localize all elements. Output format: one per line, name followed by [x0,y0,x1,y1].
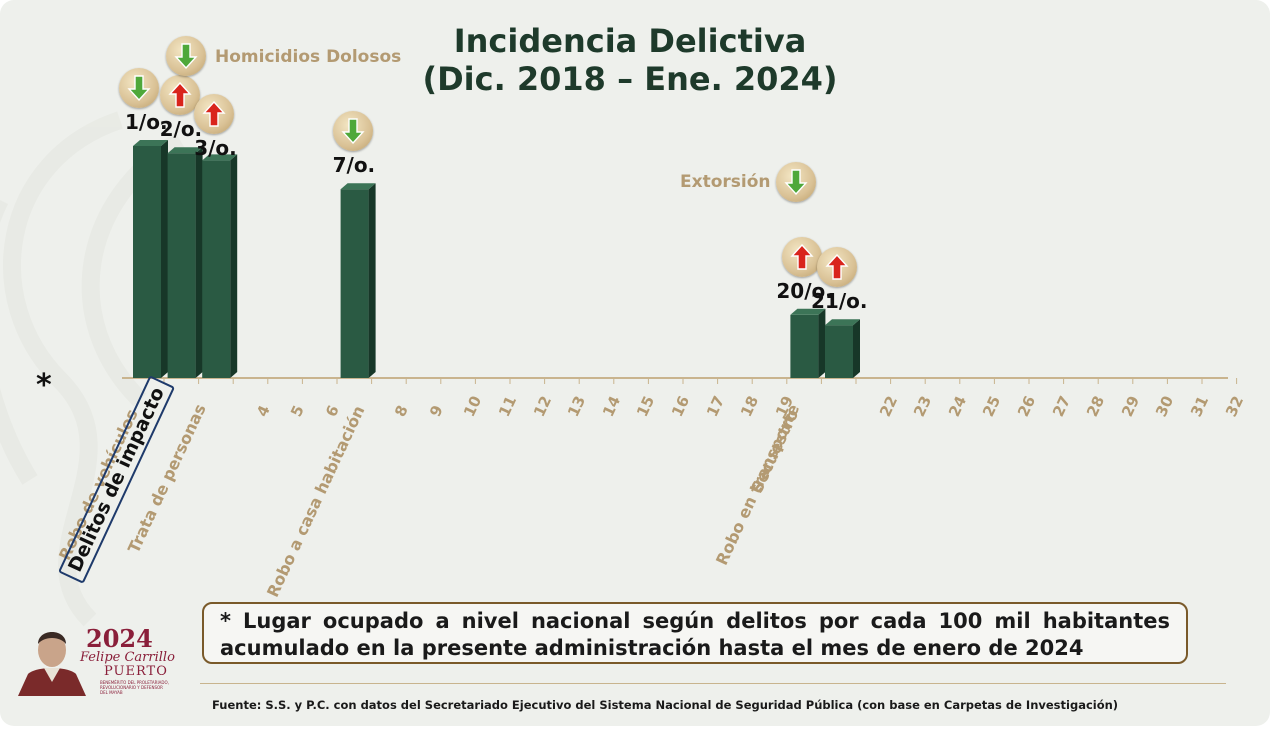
bar [202,160,231,378]
bar-side [161,140,168,378]
bar-side [195,147,203,378]
rank-label: 2/o. [159,117,203,142]
arrow-down-icon [174,43,198,70]
arrow-up-icon [202,101,226,128]
footnote-box: * Lugar ocupado a nivel nacional según d… [202,602,1188,664]
arrow-down-icon [341,118,365,145]
rank-label: 7/o. [332,153,376,178]
bar-top [167,147,203,154]
portrait-icon [18,632,86,696]
bar-side [230,154,238,378]
logo-year: 2024 [86,624,153,653]
trend-badge [332,111,373,152]
rank-label: 1/o. [125,110,168,134]
bar [790,314,819,378]
bar [133,146,161,378]
arrow-up-icon [825,254,849,280]
asterisk-marker: * [36,368,52,403]
source-text: Fuente: S.S. y P.C. con datos del Secret… [212,698,1119,712]
trend-badge [194,94,235,135]
callout-extorsion: Extorsión [680,172,771,192]
rank-label: 21/o. [811,289,868,314]
logo-name: Felipe Carrillo [80,650,175,665]
callout-homicidios: Homicidios Dolosos [215,47,402,67]
government-logo: 2024 Felipe Carrillo PUERTO BENEMÉRITO D… [8,620,178,700]
arrow-down-icon [784,169,808,196]
trend-badge-homicidios [166,36,206,76]
logo-small-text: BENEMÉRITO DEL PROLETARIADO, REVOLUCIONA… [100,680,169,695]
bar-top [790,308,826,315]
trend-badge-extorsion [776,162,816,202]
slide: Incidencia Delictiva (Dic. 2018 – Ene. 2… [0,0,1270,726]
bar-side [853,319,860,378]
logo-place: PUERTO [104,664,168,679]
trend-badge [782,236,823,277]
bar-top [133,140,168,146]
rank-label: 20/o. [776,278,833,303]
bar-side [368,183,376,378]
footer-divider [200,683,1226,684]
bar-top [202,154,238,161]
bar [825,325,853,378]
bar [340,189,369,378]
footnote-text: * Lugar ocupado a nivel nacional según d… [220,609,1170,660]
bar-chart [122,140,1238,384]
trend-badge [119,68,159,108]
bar-top [825,319,860,326]
bar-top [340,183,376,190]
bar [167,153,196,378]
trend-badge [817,247,857,288]
rank-label: 3/o. [194,136,237,161]
chart-title-line1: Incidencia Delictiva [453,22,807,60]
bar-side [818,308,826,378]
trend-badge [159,75,200,116]
arrow-up-icon [790,243,814,270]
arrow-up-icon [168,82,192,108]
arrow-down-icon [127,75,151,102]
chart-title-line2: (Dic. 2018 – Ene. 2024) [422,60,838,98]
